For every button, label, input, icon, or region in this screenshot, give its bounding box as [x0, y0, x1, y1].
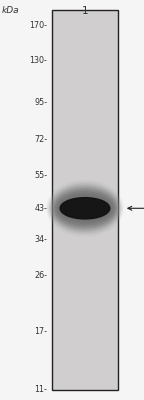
Ellipse shape: [60, 198, 110, 219]
Ellipse shape: [49, 183, 121, 233]
Ellipse shape: [53, 188, 117, 228]
Ellipse shape: [58, 194, 112, 222]
Text: 34-: 34-: [35, 235, 48, 244]
Ellipse shape: [54, 190, 116, 227]
Ellipse shape: [55, 191, 115, 225]
Text: 95-: 95-: [34, 98, 48, 107]
Text: 130-: 130-: [30, 56, 48, 66]
Text: 170-: 170-: [30, 21, 48, 30]
Ellipse shape: [51, 186, 119, 230]
Text: kDa: kDa: [1, 6, 19, 15]
Text: 72-: 72-: [34, 135, 48, 144]
Ellipse shape: [50, 185, 120, 232]
Ellipse shape: [56, 193, 113, 224]
Ellipse shape: [48, 182, 122, 235]
Bar: [52, 10, 118, 390]
Ellipse shape: [59, 196, 111, 220]
Text: 43-: 43-: [35, 204, 48, 213]
Text: 55-: 55-: [34, 171, 48, 180]
Text: 1: 1: [82, 6, 88, 16]
Ellipse shape: [60, 198, 110, 219]
Text: 11-: 11-: [35, 385, 48, 394]
Text: 17-: 17-: [35, 327, 48, 336]
Text: 26-: 26-: [35, 271, 48, 280]
